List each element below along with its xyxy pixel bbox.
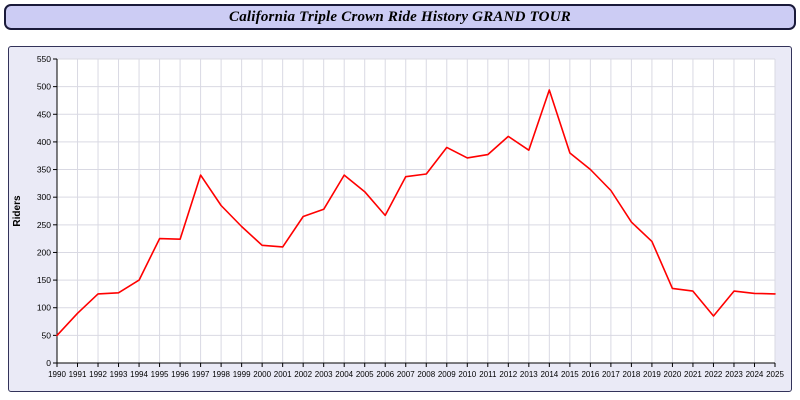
x-tick-label: 2022: [705, 370, 723, 379]
x-tick-label: 2019: [643, 370, 661, 379]
y-tick-label: 0: [46, 358, 51, 368]
plot-area: [57, 59, 775, 363]
x-tick-label: 2006: [376, 370, 394, 379]
y-tick-label: 50: [42, 330, 52, 340]
x-tick-label: 1991: [69, 370, 87, 379]
x-tick-label: 1994: [130, 370, 148, 379]
x-tick-label: 1990: [48, 370, 66, 379]
y-tick-label: 500: [37, 82, 51, 92]
x-tick-label: 2005: [356, 370, 374, 379]
x-tick-label: 1996: [171, 370, 189, 379]
x-tick-label: 2020: [664, 370, 682, 379]
x-tick-label: 2018: [623, 370, 641, 379]
y-tick-label: 350: [37, 165, 51, 175]
x-tick-label: 1995: [151, 370, 169, 379]
x-tick-label: 1993: [110, 370, 128, 379]
x-tick-label: 2025: [766, 370, 784, 379]
x-tick-label: 2010: [458, 370, 476, 379]
y-tick-label: 400: [37, 137, 51, 147]
x-tick-label: 2004: [335, 370, 353, 379]
x-tick-label: 2008: [417, 370, 435, 379]
x-tick-label: 2017: [602, 370, 620, 379]
x-tick-label: 2021: [684, 370, 702, 379]
x-tick-label: 2012: [499, 370, 517, 379]
x-tick-label: 2013: [520, 370, 538, 379]
x-tick-label: 2002: [294, 370, 312, 379]
x-tick-label: 2014: [540, 370, 558, 379]
x-tick-label: 2023: [725, 370, 743, 379]
riders-series-line: [56, 89, 776, 337]
x-tick-label: 2009: [438, 370, 456, 379]
x-tick-label: 2007: [397, 370, 415, 379]
x-tick-label: 2000: [253, 370, 271, 379]
y-tick-label: 550: [37, 54, 51, 64]
x-tick-label: 1998: [212, 370, 230, 379]
y-axis-label: Riders: [12, 195, 23, 227]
y-tick-label: 200: [37, 247, 51, 257]
x-tick-label: 1999: [233, 370, 251, 379]
y-tick-label: 250: [37, 220, 51, 230]
x-tick-label: 2016: [581, 370, 599, 379]
chart-title-bar: California Triple Crown Ride History GRA…: [4, 4, 796, 30]
y-tick-label: 450: [37, 109, 51, 119]
x-tick-label: 2001: [274, 370, 292, 379]
x-tick-label: 2011: [479, 370, 497, 379]
y-tick-label: 150: [37, 275, 51, 285]
y-tick-label: 100: [37, 303, 51, 313]
x-tick-label: 2024: [746, 370, 764, 379]
chart-title: California Triple Crown Ride History GRA…: [229, 8, 571, 25]
x-tick-label: 2015: [561, 370, 579, 379]
x-tick-label: 1997: [192, 370, 210, 379]
chart-panel: 0 50 100 150 200 250 300 350 400 450 500 550 1990 199…: [8, 46, 792, 392]
x-tick-label: 2003: [315, 370, 333, 379]
x-tick-label: 1992: [89, 370, 107, 379]
y-tick-label: 300: [37, 192, 51, 202]
